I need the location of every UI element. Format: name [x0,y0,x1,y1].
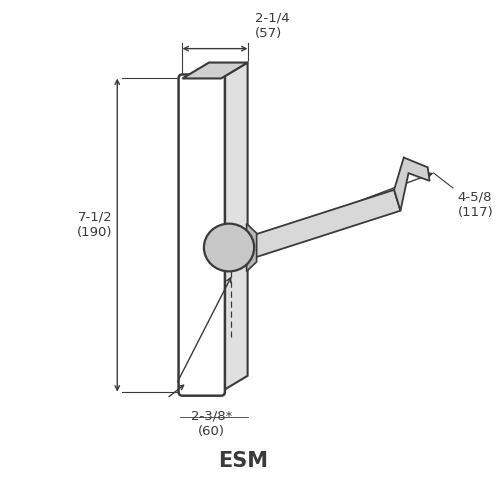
FancyBboxPatch shape [178,74,225,396]
Polygon shape [246,224,256,272]
Text: ESM: ESM [218,452,268,471]
Polygon shape [247,190,400,258]
Ellipse shape [204,224,254,272]
Polygon shape [182,62,248,78]
Text: 7-1/2
(190): 7-1/2 (190) [77,211,112,240]
Polygon shape [394,158,430,210]
Text: 2-1/4
(57): 2-1/4 (57) [255,11,290,40]
Text: 4-5/8
(117): 4-5/8 (117) [458,190,494,219]
Polygon shape [221,62,248,392]
Text: 2-3/8*
(60): 2-3/8* (60) [190,409,232,438]
